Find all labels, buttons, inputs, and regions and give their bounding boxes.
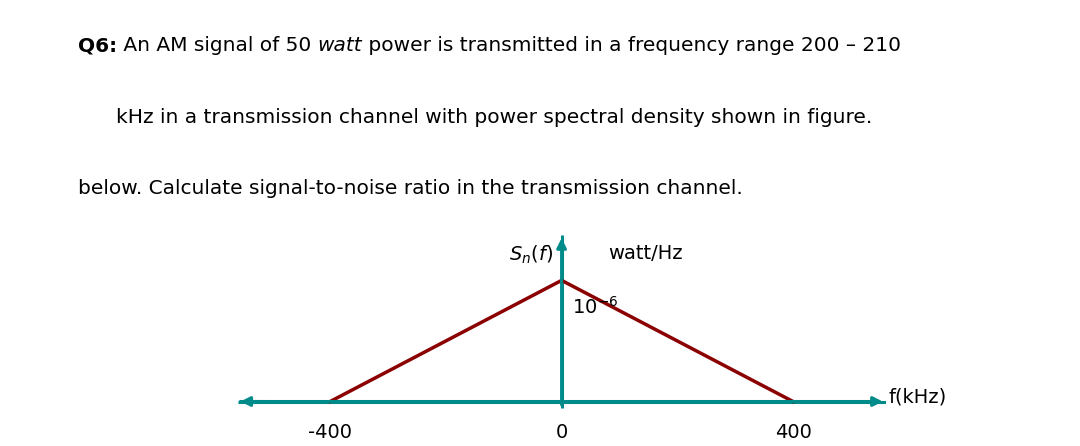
Text: Q6:: Q6: (78, 36, 117, 55)
Text: watt: watt (318, 36, 362, 55)
Text: 400: 400 (774, 423, 811, 442)
Text: An AM signal of 50: An AM signal of 50 (117, 36, 318, 55)
Text: -400: -400 (308, 423, 352, 442)
Text: $S_n(f)$: $S_n(f)$ (509, 244, 553, 266)
Text: 0: 0 (555, 423, 568, 442)
Text: power is transmitted in a frequency range 200 – 210: power is transmitted in a frequency rang… (362, 36, 901, 55)
Text: below. Calculate signal-to-noise ratio in the transmission channel.: below. Calculate signal-to-noise ratio i… (78, 179, 743, 198)
Text: $10^{-6}$: $10^{-6}$ (572, 296, 618, 318)
Text: watt/Hz: watt/Hz (608, 244, 683, 263)
Text: f(kHz): f(kHz) (889, 387, 947, 406)
Text: kHz in a transmission channel with power spectral density shown in figure.: kHz in a transmission channel with power… (116, 107, 872, 127)
